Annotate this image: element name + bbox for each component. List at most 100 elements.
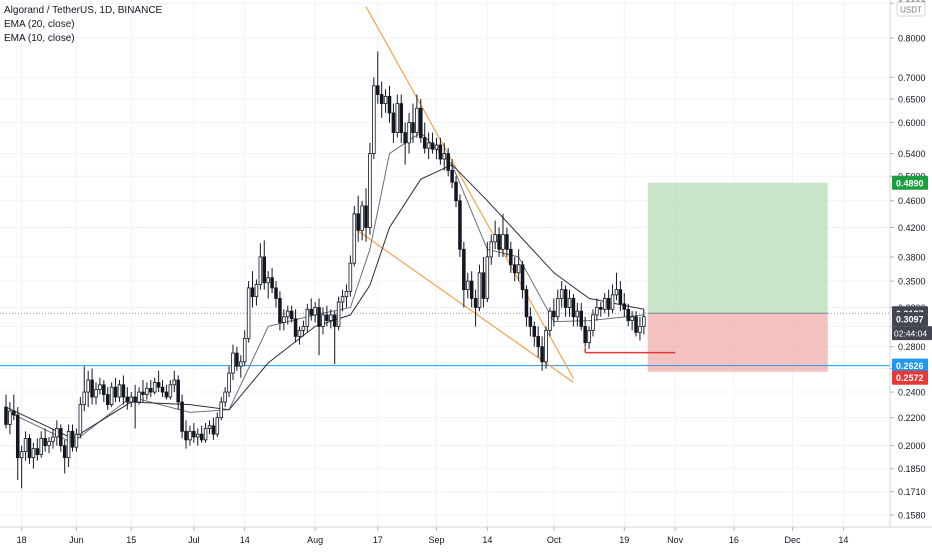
candle[interactable] (74, 433, 79, 448)
candle[interactable] (387, 95, 392, 114)
candle[interactable] (313, 307, 317, 316)
candle[interactable] (27, 438, 32, 459)
candle[interactable] (524, 289, 529, 318)
candle[interactable] (505, 234, 509, 250)
candle[interactable] (51, 436, 55, 442)
candle[interactable] (336, 301, 341, 327)
candle[interactable] (516, 264, 521, 274)
candle[interactable] (19, 451, 24, 459)
candle[interactable] (254, 284, 259, 298)
candle[interactable] (626, 308, 630, 322)
candle[interactable] (571, 298, 576, 318)
candle[interactable] (348, 262, 353, 292)
candle[interactable] (250, 287, 255, 298)
candle[interactable] (125, 396, 130, 403)
candle[interactable] (235, 352, 239, 367)
candle[interactable] (575, 310, 580, 318)
candle[interactable] (262, 256, 267, 284)
candle[interactable] (133, 396, 137, 403)
candle[interactable] (195, 433, 200, 438)
candle[interactable] (344, 290, 349, 298)
candle[interactable] (285, 310, 290, 318)
candle[interactable] (121, 384, 126, 398)
legend-ema10[interactable]: EMA (10, close) (4, 33, 75, 44)
support-price-badge[interactable]: 0.2626 (896, 361, 924, 371)
candle[interactable] (129, 396, 133, 403)
candle[interactable] (375, 85, 380, 95)
candle[interactable] (203, 428, 208, 441)
candle[interactable] (411, 122, 415, 133)
candle[interactable] (332, 314, 337, 327)
candle[interactable] (242, 338, 247, 363)
candle[interactable] (555, 298, 560, 318)
candle[interactable] (215, 417, 220, 435)
candle[interactable] (469, 280, 474, 299)
candle[interactable] (219, 401, 223, 419)
candle[interactable] (485, 256, 490, 299)
candle[interactable] (55, 428, 59, 438)
candle[interactable] (642, 316, 646, 327)
candle[interactable] (43, 438, 47, 447)
candle[interactable] (12, 410, 16, 416)
currency-badge[interactable] (896, 1, 926, 17)
candle[interactable] (145, 388, 149, 395)
candle[interactable] (301, 326, 306, 331)
candle[interactable] (47, 440, 51, 447)
stop-price-badge[interactable]: 0.2572 (896, 373, 924, 383)
candle[interactable] (473, 298, 478, 308)
candle[interactable] (450, 169, 454, 183)
candle[interactable] (583, 326, 587, 343)
candle[interactable] (540, 346, 544, 363)
candle[interactable] (426, 142, 431, 149)
candle[interactable] (321, 314, 325, 327)
candle[interactable] (199, 433, 204, 441)
candle[interactable] (23, 438, 28, 453)
candle[interactable] (442, 153, 447, 160)
candle[interactable] (501, 234, 505, 250)
candle[interactable] (35, 448, 40, 456)
candle[interactable] (293, 318, 298, 337)
candle[interactable] (395, 103, 400, 133)
candle[interactable] (477, 272, 482, 308)
candle[interactable] (239, 361, 243, 367)
candle[interactable] (109, 386, 114, 405)
candle[interactable] (618, 289, 623, 305)
candle[interactable] (512, 264, 517, 274)
candle[interactable] (137, 391, 141, 403)
legend-symbol[interactable]: Algorand / TetherUS, 1D, BINANCE (4, 5, 163, 16)
candle[interactable] (113, 386, 118, 398)
candle[interactable] (305, 308, 310, 327)
candle[interactable] (360, 205, 364, 231)
candle[interactable] (465, 280, 470, 291)
candle[interactable] (548, 310, 552, 331)
candle[interactable] (638, 326, 642, 333)
candle[interactable] (587, 329, 591, 343)
last-price-badge[interactable]: 0.3097 (896, 315, 924, 325)
candle[interactable] (168, 384, 173, 398)
candle[interactable] (528, 316, 533, 327)
candle[interactable] (614, 289, 619, 296)
candle[interactable] (297, 329, 302, 337)
candle[interactable] (606, 298, 611, 310)
candle[interactable] (15, 414, 20, 459)
candle[interactable] (105, 394, 110, 405)
candle[interactable] (536, 336, 540, 348)
candle[interactable] (403, 132, 407, 144)
candle[interactable] (258, 256, 263, 285)
candle[interactable] (289, 310, 294, 320)
candle[interactable] (352, 213, 357, 264)
candle[interactable] (94, 389, 98, 398)
candle[interactable] (86, 379, 90, 393)
candle[interactable] (70, 430, 75, 448)
candle[interactable] (372, 85, 376, 154)
candle[interactable] (176, 379, 180, 403)
candle[interactable] (489, 241, 494, 258)
candle[interactable] (454, 181, 458, 202)
candle[interactable] (481, 272, 486, 299)
candle[interactable] (520, 264, 525, 291)
candle[interactable] (270, 277, 274, 289)
candle[interactable] (66, 430, 71, 459)
candle[interactable] (274, 287, 278, 299)
candle[interactable] (309, 308, 314, 316)
candle[interactable] (415, 107, 419, 133)
